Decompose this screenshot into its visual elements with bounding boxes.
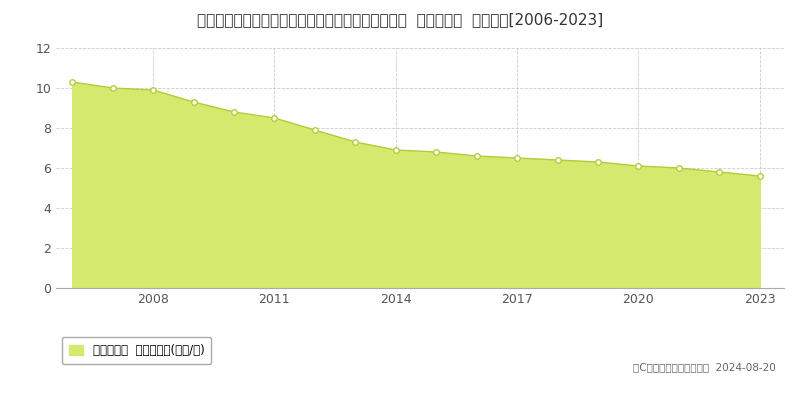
Text: （C）土地価格ドットコム  2024-08-20: （C）土地価格ドットコム 2024-08-20 [634,362,776,372]
Legend: 基準地価格  平均坪単価(万円/坪): 基準地価格 平均坪単価(万円/坪) [62,337,211,364]
Text: 和歌山県日高郡由良町大字衣奈字前田坪７６７番２  基準地価格  地価推移[2006-2023]: 和歌山県日高郡由良町大字衣奈字前田坪７６７番２ 基準地価格 地価推移[2006-… [197,12,603,27]
